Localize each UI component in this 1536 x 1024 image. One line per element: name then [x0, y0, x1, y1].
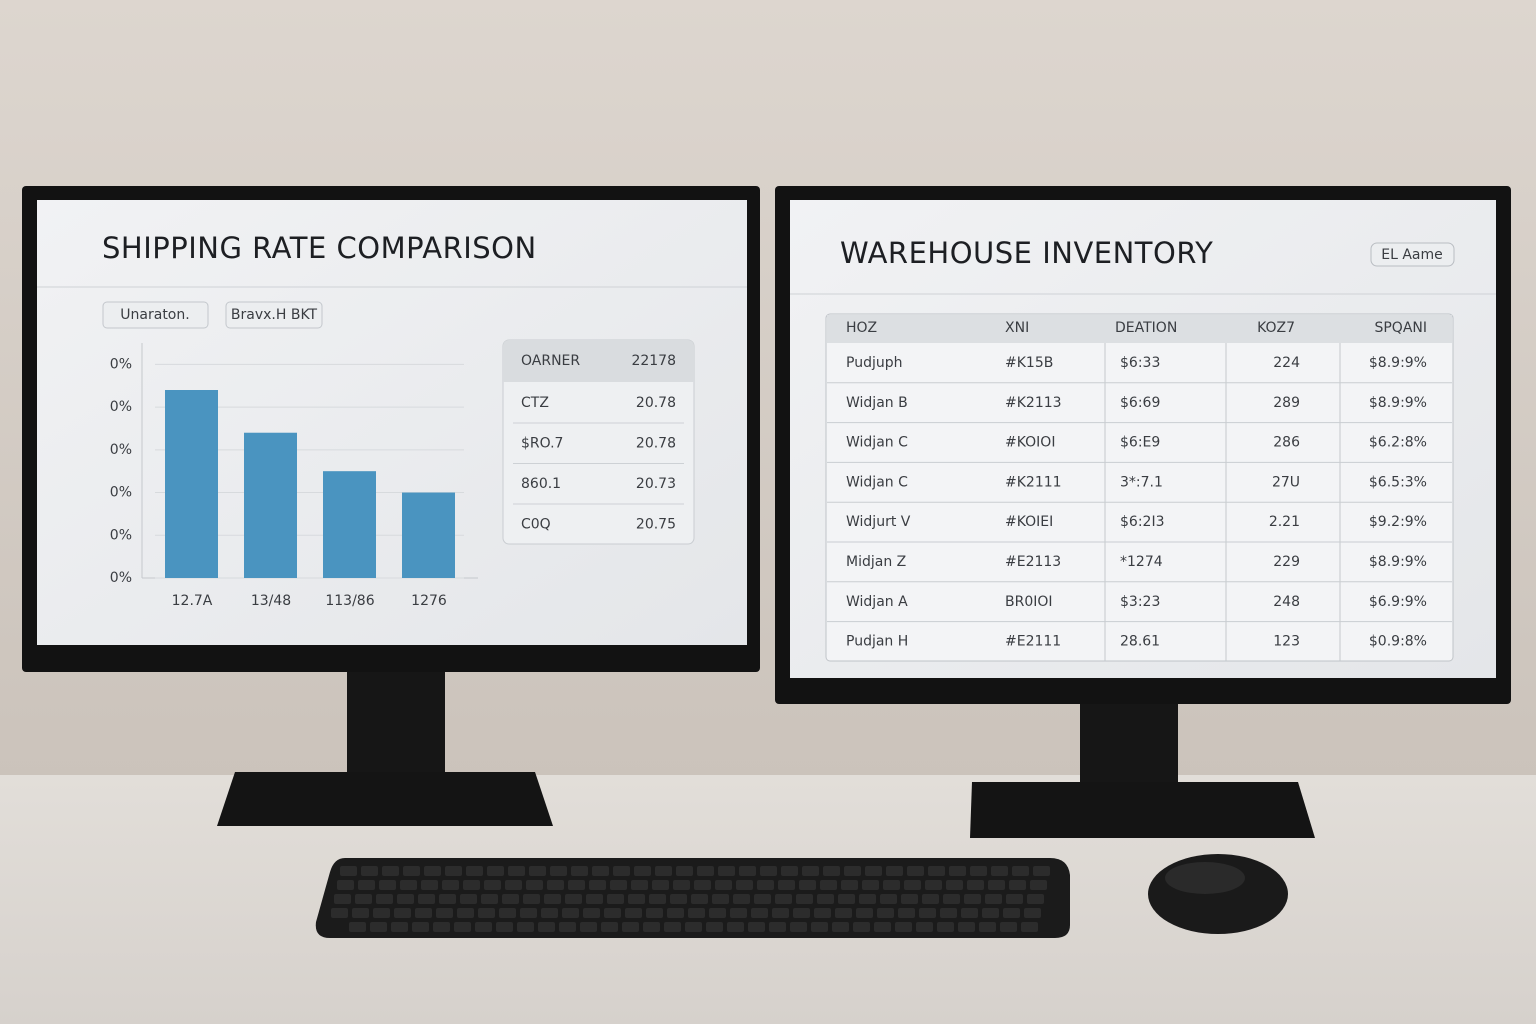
table-cell: 123: [1273, 634, 1300, 650]
x-tick-label: 12.7A: [172, 593, 213, 609]
table-cell: C0Q: [521, 517, 551, 533]
table-cell: CTZ: [521, 395, 549, 411]
x-tick-label: 1276: [411, 593, 447, 609]
monitor-neck: [1080, 698, 1178, 786]
x-tick-label: 113/86: [325, 593, 374, 609]
table-cell: $8.9:9%: [1369, 355, 1427, 371]
mouse-highlight: [1165, 862, 1245, 894]
table-cell: 20.73: [636, 476, 676, 492]
screen-title: WAREHOUSE INVENTORY: [840, 236, 1213, 270]
filter-button[interactable]: [102, 301, 209, 329]
bar: [323, 471, 376, 578]
table-cell: *1274: [1120, 554, 1163, 570]
button-label[interactable]: EL Aame: [1381, 247, 1443, 263]
table-header: OARNER: [521, 353, 580, 369]
table-cell: 28.61: [1120, 634, 1160, 650]
table-cell: $0.9:8%: [1369, 634, 1427, 650]
action-button[interactable]: [1370, 242, 1455, 267]
table-cell: 224: [1273, 355, 1300, 371]
table-cell: $9.2:9%: [1369, 514, 1427, 530]
side-table: OARNER 22178 CTZ 20.78 $RO.7 20.78 860.1 20.73 C…: [502, 339, 695, 545]
button-label[interactable]: Unaraton.: [120, 307, 189, 323]
table-cell: 248: [1273, 594, 1300, 610]
table-cell: $6:E9: [1120, 435, 1160, 451]
table-cell: #KOIEI: [1005, 514, 1053, 530]
bar: [244, 432, 297, 578]
table-cell: $3:23: [1120, 594, 1160, 610]
bar: [402, 492, 455, 578]
table-cell: $6:33: [1120, 355, 1160, 371]
table-cell: 860.1: [521, 476, 561, 492]
table-cell: $8.9:9%: [1369, 554, 1427, 570]
table-cell: 27U: [1272, 474, 1300, 490]
monitor-base: [217, 772, 553, 826]
table-cell: Widjurt V: [846, 514, 911, 530]
table-cell: Widjan C: [846, 435, 908, 451]
filter-button[interactable]: [225, 301, 323, 329]
table-cell: $6:2I3: [1120, 514, 1164, 530]
table-cell: #K2113: [1005, 395, 1062, 411]
table-header: DEATION: [1115, 320, 1177, 336]
monitor-base: [970, 782, 1315, 838]
table-cell: Pudjuph: [846, 355, 902, 371]
table-header: SPQANI: [1374, 320, 1427, 336]
keys: [331, 866, 1050, 932]
table-cell: $6.9:9%: [1369, 594, 1427, 610]
table-cell: #K15B: [1005, 355, 1053, 371]
table-cell: Midjan Z: [846, 554, 906, 570]
table-header: KOZ7: [1257, 320, 1295, 336]
table-header-bg: [827, 315, 1452, 343]
table-cell: $8.9:9%: [1369, 395, 1427, 411]
table-cell: #KOIOI: [1005, 435, 1055, 451]
y-tick-label: 0%: [110, 356, 132, 372]
table-cell: 289: [1273, 395, 1300, 411]
table-header: XNI: [1005, 320, 1029, 336]
x-tick-label: 13/48: [251, 593, 291, 609]
table-cell: #E2111: [1005, 634, 1061, 650]
table-cell: BR0IOI: [1005, 594, 1053, 610]
table-frame: [825, 313, 1454, 662]
y-tick-label: 0%: [110, 442, 132, 458]
bar: [165, 390, 218, 578]
chart-title: SHIPPING RATE COMPARISON: [102, 231, 537, 265]
table-cell: $6.5:3%: [1369, 474, 1427, 490]
table-cell: 20.78: [636, 395, 676, 411]
table-cell: $6:69: [1120, 395, 1160, 411]
y-tick-label: 0%: [110, 527, 132, 543]
y-tick-label: 0%: [110, 570, 132, 586]
table-cell: $6.2:8%: [1369, 435, 1427, 451]
table-cell: Widjan C: [846, 474, 908, 490]
table-cell: 286: [1273, 435, 1300, 451]
button-label[interactable]: Bravx.H BKT: [231, 307, 318, 323]
y-tick-label: 0%: [110, 485, 132, 501]
table-header-bg: [503, 340, 694, 382]
table-header: 22178: [631, 353, 676, 369]
table-cell: 2.21: [1269, 514, 1300, 530]
table-cell: Widjan A: [846, 594, 908, 610]
table-cell: Pudjan H: [846, 634, 908, 650]
table-cell: 20.78: [636, 436, 676, 452]
table-cell: 229: [1273, 554, 1300, 570]
monitor-neck: [347, 665, 445, 777]
table-cell: 20.75: [636, 517, 676, 533]
y-tick-label: 0%: [110, 399, 132, 415]
table-cell: 3*:7.1: [1120, 474, 1163, 490]
table-cell: $RO.7: [521, 436, 563, 452]
table-header: HOZ: [846, 320, 877, 336]
table-cell: #E2113: [1005, 554, 1061, 570]
table-cell: #K2111: [1005, 474, 1062, 490]
table-cell: Widjan B: [846, 395, 908, 411]
